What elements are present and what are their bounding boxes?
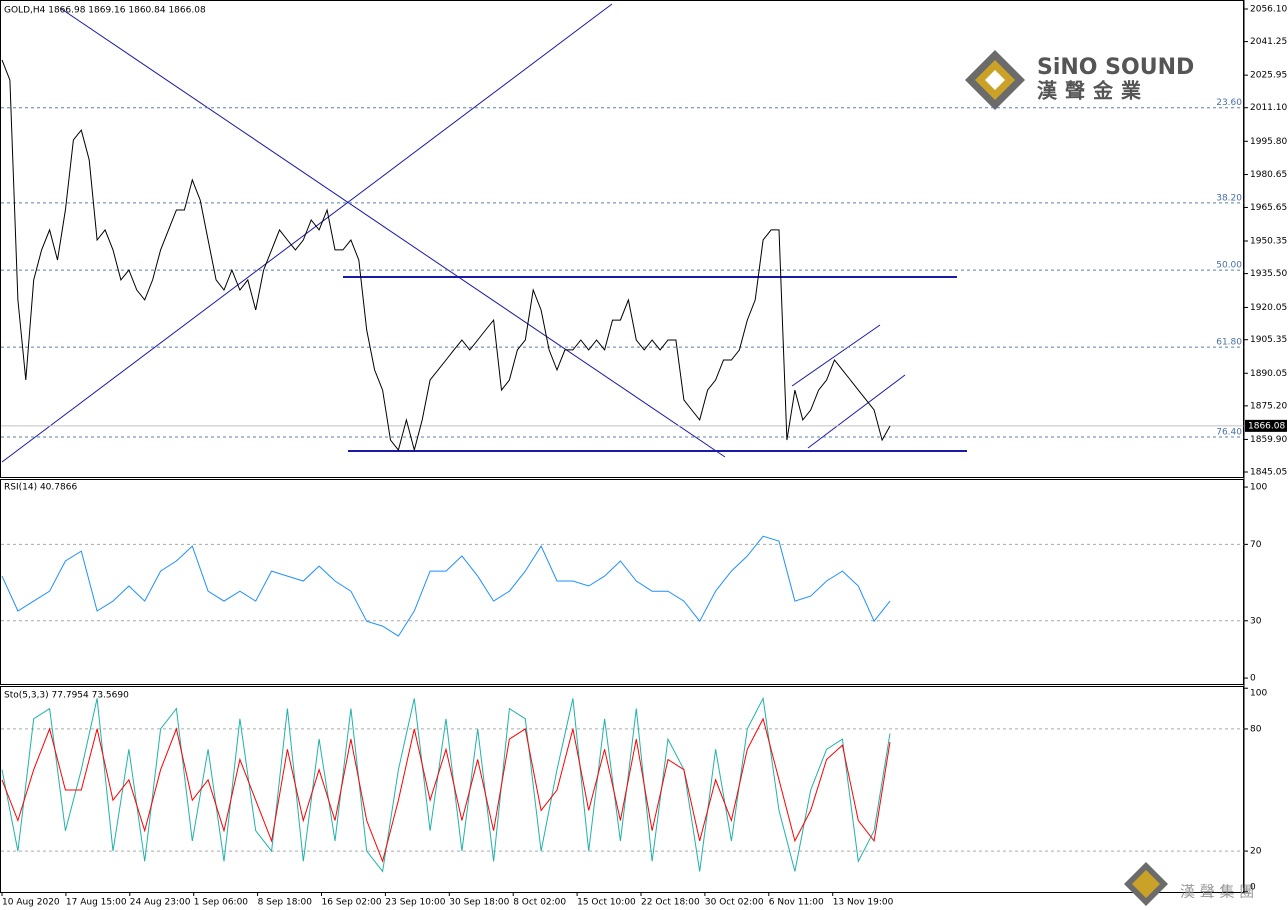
logo: SiNO SOUND 漢聲金業 漢 聲 集 團: [965, 50, 1254, 906]
y-tick-label: 30: [1250, 616, 1262, 626]
y-tick-label: 100: [1250, 689, 1267, 699]
series-line: [1, 59, 891, 452]
y-tick-label: 1845.05: [1250, 467, 1287, 477]
x-tick-label: 24 Aug 23:00: [130, 898, 191, 908]
logo-diamond: [985, 70, 1005, 90]
x-tick-label: 1 Sep 06:00: [194, 898, 249, 908]
y-tick-label: 1905.35: [1250, 335, 1287, 345]
trendline: [1, 3, 613, 463]
footer-cn: 漢 聲 集 團: [1180, 883, 1254, 901]
trendline: [807, 374, 906, 449]
series-line: [1, 696, 891, 873]
y-tick-label: 1965.65: [1250, 203, 1287, 213]
y-tick-label: 1859.90: [1250, 435, 1287, 445]
y-tick-label: 1980.65: [1250, 170, 1287, 180]
x-tick-label: 8 Sep 18:00: [258, 898, 313, 908]
y-tick-label: 2025.95: [1250, 71, 1287, 81]
logo-diamond: [1132, 870, 1160, 898]
y-tick-label: 1890.05: [1250, 369, 1287, 379]
series-line: [1, 535, 891, 637]
y-tick-label: 1935.50: [1250, 269, 1287, 279]
chart-title: GOLD,H4 1866.98 1869.16 1860.84 1866.08: [4, 6, 206, 16]
y-tick-label: 2056.10: [1250, 5, 1287, 15]
level-label: 61.80: [1216, 338, 1242, 348]
trendline: [791, 324, 881, 387]
y-tick-label: 1920.05: [1250, 303, 1287, 313]
brand: SiNO SOUND: [1037, 55, 1194, 80]
y-tick-label: 1875.20: [1250, 401, 1287, 411]
chart-title: RSI(14) 40.7866: [4, 483, 77, 493]
brand-cn: 漢聲金業: [1037, 79, 1149, 103]
y-tick-label: 0: [1250, 674, 1256, 684]
y-tick-label: 0: [1250, 883, 1256, 893]
sto-pane: [0, 686, 1244, 893]
x-tick-label: 10 Aug 2020: [2, 898, 60, 908]
series-line: [1, 717, 891, 863]
rsi-pane: [0, 479, 1244, 685]
level-label: 76.40: [1216, 428, 1242, 438]
last-price-box: [1245, 419, 1287, 432]
x-tick-label: 30 Sep 18:00: [449, 898, 509, 908]
y-tick-label: 80: [1250, 724, 1262, 734]
x-tick-label: 8 Oct 02:00: [513, 898, 566, 908]
y-tick-label: 1950.35: [1250, 236, 1287, 246]
x-tick-label: 15 Oct 10:00: [577, 898, 636, 908]
level-label: 23.60: [1216, 98, 1242, 108]
y-tick-label: 70: [1250, 540, 1262, 550]
y-tick-label: 2011.10: [1250, 103, 1287, 113]
trendlines: [1, 3, 967, 463]
x-tick-label: 30 Oct 02:00: [705, 898, 764, 908]
level-label: 50.00: [1216, 261, 1242, 271]
x-tick-label: 6 Nov 11:00: [769, 898, 824, 908]
y-tick-label: 1995.80: [1250, 137, 1287, 147]
y-tick-label: 20: [1250, 847, 1262, 857]
y-tick-label: 2041.25: [1250, 37, 1287, 47]
trendline: [59, 7, 726, 458]
y-tick-label: 100: [1250, 483, 1267, 493]
last-price-label: 1866.08: [1248, 421, 1285, 431]
x-tick-label: 22 Oct 18:00: [641, 898, 700, 908]
x-tick-label: 17 Aug 15:00: [66, 898, 127, 908]
chart-title: Sto(5,3,3) 77.7954 73.5690: [4, 691, 129, 701]
x-tick-label: 13 Nov 19:00: [833, 898, 894, 908]
level-label: 38.20: [1216, 193, 1242, 203]
x-tick-label: 23 Sep 10:00: [385, 898, 445, 908]
x-tick-label: 16 Sep 02:00: [322, 898, 382, 908]
